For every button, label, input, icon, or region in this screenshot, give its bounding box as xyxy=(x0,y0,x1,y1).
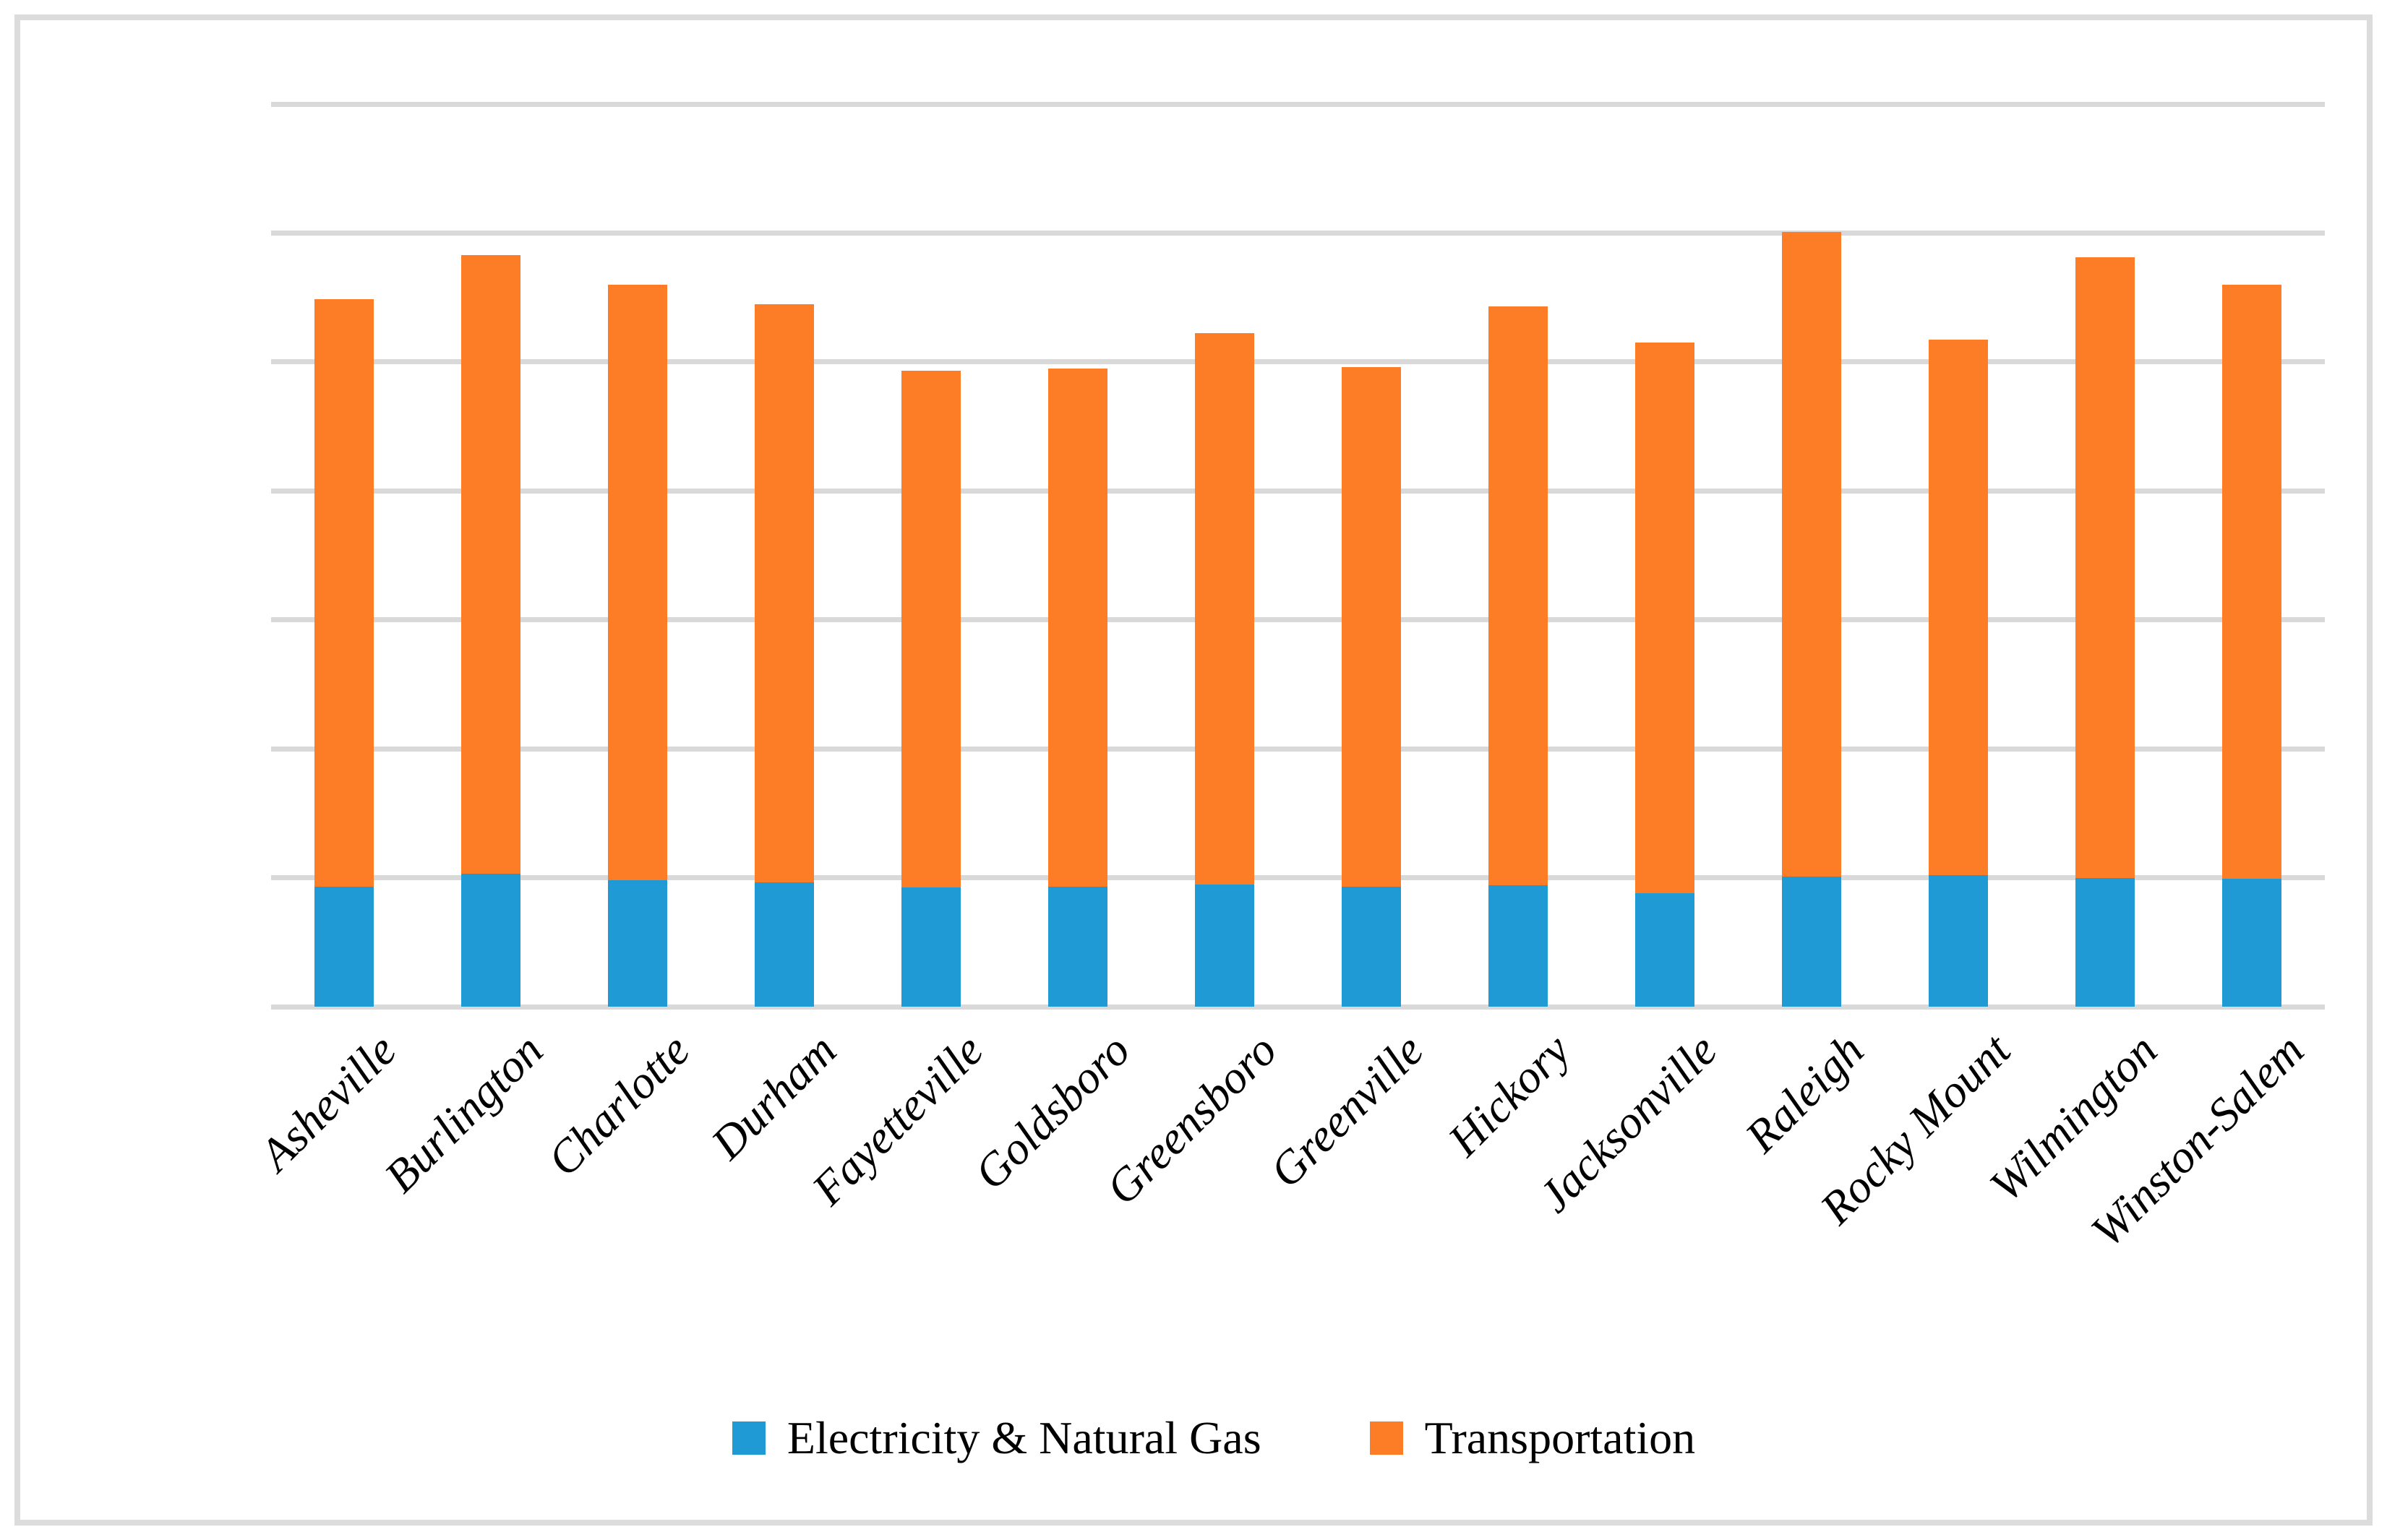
bar-segment-transportation xyxy=(1195,333,1255,885)
bar-slot-fayetteville xyxy=(858,104,1005,1007)
bar-segment-electricity-natural-gas xyxy=(461,874,521,1007)
bar-stack xyxy=(1048,368,1108,1007)
plot-area xyxy=(271,101,2325,1010)
x-axis-category-label: Burlington xyxy=(374,1024,553,1203)
bar-segment-electricity-natural-gas xyxy=(1195,885,1255,1007)
bar-stack xyxy=(314,299,374,1007)
bar-segment-electricity-natural-gas xyxy=(2075,878,2135,1007)
gridline-8000 xyxy=(271,488,2325,494)
bar-slot-durham xyxy=(711,104,858,1007)
bar-slot-greensboro xyxy=(1152,104,1298,1007)
bar-segment-electricity-natural-gas xyxy=(1781,877,1841,1007)
bar-segment-electricity-natural-gas xyxy=(1928,875,1988,1007)
bar-segment-electricity-natural-gas xyxy=(1048,887,1108,1007)
legend-label: Transportation xyxy=(1424,1412,1696,1463)
bar-slot-hickory xyxy=(1444,104,1591,1007)
bar-stack xyxy=(1341,367,1401,1007)
bar-segment-transportation xyxy=(2221,284,2281,879)
gridline-12000 xyxy=(271,230,2325,236)
gridline-2000 xyxy=(271,875,2325,881)
bar-segment-transportation xyxy=(1488,306,1548,886)
bar-segment-electricity-natural-gas xyxy=(755,882,815,1007)
bar-segment-transportation xyxy=(755,304,815,882)
bar-slot-raleigh xyxy=(1738,104,1885,1007)
legend-item-transportation: Transportation xyxy=(1369,1412,1696,1463)
bar-stack xyxy=(901,371,961,1007)
bar-stack xyxy=(1928,340,1988,1007)
x-axis-category-label: Hickory xyxy=(1438,1024,1580,1166)
x-axis-category-label: Charlotte xyxy=(537,1024,700,1186)
gridline-6000 xyxy=(271,617,2325,623)
x-axis-category-label: Raleigh xyxy=(1735,1024,1874,1163)
gridline-10000 xyxy=(271,359,2325,365)
bar-slot-jacksonville xyxy=(1591,104,1738,1007)
bar-segment-electricity-natural-gas xyxy=(608,880,668,1007)
bar-segment-electricity-natural-gas xyxy=(1341,887,1401,1007)
legend-swatch-icon xyxy=(1369,1421,1403,1455)
bar-slot-asheville xyxy=(271,104,418,1007)
bar-segment-transportation xyxy=(1634,343,1694,893)
bar-segment-transportation xyxy=(1928,340,1988,876)
bar-stack xyxy=(461,255,521,1007)
gridline-14000 xyxy=(271,101,2325,107)
bar-segment-transportation xyxy=(1048,368,1108,887)
x-axis-category-label: Asheville xyxy=(249,1024,406,1181)
gridline-4000 xyxy=(271,746,2325,752)
legend-swatch-icon xyxy=(732,1421,766,1455)
bar-slot-goldsboro xyxy=(1005,104,1152,1007)
legend-label: Electricity & Natural Gas xyxy=(787,1412,1261,1463)
bar-stack xyxy=(2075,257,2135,1007)
bar-segment-electricity-natural-gas xyxy=(314,887,374,1007)
bar-segment-electricity-natural-gas xyxy=(1634,892,1694,1007)
bar-slot-greenville xyxy=(1298,104,1445,1007)
bar-slot-charlotte xyxy=(565,104,711,1007)
bar-segment-transportation xyxy=(314,299,374,887)
bar-stack xyxy=(755,304,815,1007)
bar-slot-wilmington xyxy=(2031,104,2178,1007)
bar-segment-transportation xyxy=(1781,232,1841,877)
bar-segment-electricity-natural-gas xyxy=(1488,885,1548,1007)
bar-stack xyxy=(1781,232,1841,1007)
chart-frame: 02000400060008000100001200014000 Ashevil… xyxy=(14,14,2373,1526)
bar-segment-electricity-natural-gas xyxy=(2221,879,2281,1007)
x-axis-category-label: Durham xyxy=(701,1024,847,1169)
bar-stack xyxy=(608,284,668,1007)
bar-segment-transportation xyxy=(461,255,521,874)
bar-segment-transportation xyxy=(2075,257,2135,879)
bar-slot-rocky-mount xyxy=(1885,104,2031,1007)
bar-segment-transportation xyxy=(608,284,668,881)
bar-slot-winston-salem xyxy=(2178,104,2325,1007)
legend-item-electricity-natural-gas: Electricity & Natural Gas xyxy=(732,1415,1261,1461)
bar-stack xyxy=(1195,333,1255,1007)
bar-stack xyxy=(2221,284,2281,1007)
bar-stack xyxy=(1634,343,1694,1007)
x-axis-category-label: Greenville xyxy=(1259,1024,1434,1197)
bar-segment-transportation xyxy=(901,371,961,887)
bar-segment-transportation xyxy=(1341,367,1401,887)
bars-layer xyxy=(271,104,2325,1007)
legend: Electricity & Natural Gas Transportation xyxy=(20,1415,2387,1461)
bar-segment-electricity-natural-gas xyxy=(901,887,961,1007)
bar-slot-burlington xyxy=(418,104,565,1007)
bar-stack xyxy=(1488,306,1548,1007)
gridline-0 xyxy=(271,1004,2325,1010)
